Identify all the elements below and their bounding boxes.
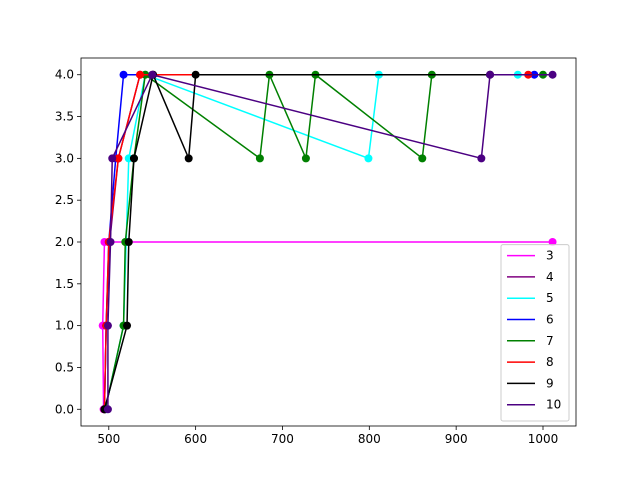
point: [114, 154, 123, 163]
x-tick-label: 900: [445, 432, 468, 446]
point: [191, 70, 200, 79]
legend-label: 6: [546, 313, 554, 327]
x-tick-label: 1000: [528, 432, 559, 446]
y-tick-label: 4.0: [55, 68, 74, 82]
point: [124, 238, 133, 246]
point: [184, 154, 193, 163]
point: [119, 70, 128, 79]
point: [477, 154, 486, 163]
series-line: [107, 73, 553, 410]
point: [129, 154, 138, 163]
y-tick-label: 1.0: [55, 319, 74, 333]
point: [255, 154, 264, 163]
x-tick-label: 600: [184, 432, 207, 446]
point: [108, 154, 117, 163]
point: [548, 70, 557, 79]
legend-label: 8: [546, 355, 554, 369]
point: [123, 321, 132, 330]
y-tick-label: 1.5: [55, 277, 74, 291]
point: [548, 238, 557, 246]
point: [148, 70, 157, 79]
point: [364, 154, 373, 163]
y-tick-label: 3.0: [55, 151, 74, 165]
legend-label: 7: [546, 334, 554, 348]
x-tick-label: 800: [358, 432, 381, 446]
point: [106, 238, 115, 246]
legend-label: 9: [546, 376, 554, 390]
point: [418, 154, 427, 163]
legend-label: 3: [546, 249, 554, 263]
point: [136, 70, 145, 79]
point: [103, 405, 112, 414]
series-line: [101, 241, 553, 410]
y-tick-label: 3.5: [55, 110, 74, 124]
point: [486, 70, 495, 79]
legend-label: 5: [546, 291, 554, 305]
legend-label: 10: [546, 398, 561, 412]
legend-label: 4: [546, 270, 554, 284]
y-tick-label: 0.0: [55, 402, 74, 416]
point: [103, 321, 112, 330]
x-tick-label: 500: [97, 432, 120, 446]
series-line: [103, 72, 491, 410]
y-tick-label: 2.5: [55, 193, 74, 207]
legend-box: [500, 244, 570, 422]
point: [301, 154, 310, 163]
legend: 3 4 5 6 7 8 9 10: [500, 244, 570, 422]
y-tick-label: 0.5: [55, 360, 74, 374]
x-tick-label: 700: [271, 432, 294, 446]
y-tick-label: 2.0: [55, 235, 74, 249]
